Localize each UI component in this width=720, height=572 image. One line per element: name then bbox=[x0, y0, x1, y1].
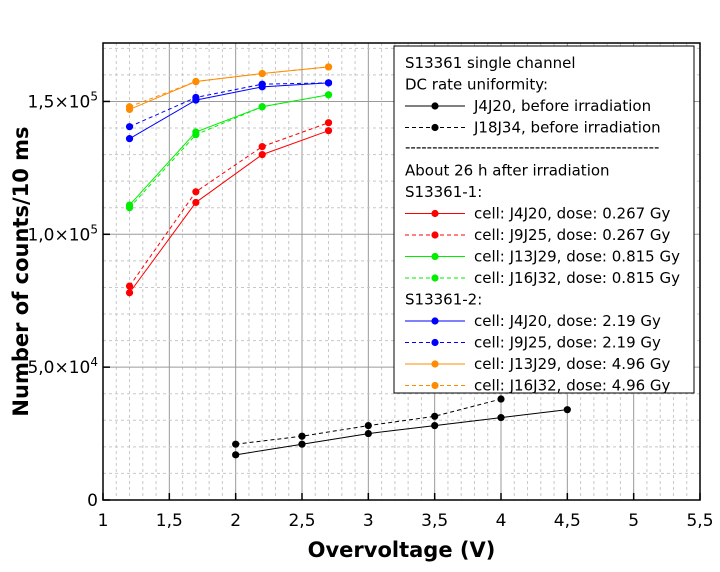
series-line bbox=[129, 94, 329, 209]
x-tick-label: 3,5 bbox=[421, 511, 448, 531]
data-point bbox=[192, 93, 200, 102]
legend: S13361 single channel DC rate uniformity:… bbox=[393, 45, 695, 395]
legend-box bbox=[393, 45, 695, 394]
series-line bbox=[129, 82, 329, 140]
legend-section-label: About 26 h after irradiation bbox=[405, 162, 610, 180]
data-point bbox=[258, 103, 266, 111]
data-point bbox=[125, 135, 134, 143]
data-point bbox=[497, 414, 505, 422]
x-tick-label: 2,5 bbox=[288, 511, 315, 531]
axis-ticks bbox=[102, 100, 701, 501]
x-tick-label: 1,5 bbox=[156, 511, 183, 531]
x-tick-labels: 1 1,5 2 2,5 3 3,5 4 4,5 5 5,5 bbox=[98, 511, 714, 531]
data-point bbox=[192, 198, 200, 207]
legend-title: S13361 single channel bbox=[405, 54, 576, 72]
legend-swatch-marker bbox=[431, 338, 439, 347]
data-point bbox=[192, 188, 200, 196]
legend-swatch-marker bbox=[431, 274, 439, 282]
series bbox=[125, 119, 333, 290]
data-point bbox=[232, 440, 240, 448]
data-point bbox=[298, 432, 306, 440]
data-point bbox=[298, 440, 306, 448]
series-layer bbox=[125, 63, 571, 459]
x-tick-label: 1 bbox=[98, 511, 109, 531]
data-point bbox=[192, 131, 200, 139]
data-point bbox=[364, 429, 372, 438]
series-line bbox=[129, 66, 329, 108]
data-point bbox=[364, 422, 372, 430]
legend-entry-label: cell: J4J20, dose: 0.267 Gy bbox=[474, 205, 671, 223]
legend-swatch-marker bbox=[431, 381, 439, 390]
series-line bbox=[129, 82, 329, 128]
x-tick-label: 2 bbox=[230, 511, 241, 531]
legend-swatch-marker bbox=[431, 123, 439, 132]
legend-group-label: S13361-2: bbox=[405, 291, 482, 309]
data-point bbox=[125, 103, 134, 111]
x-tick-label: 3 bbox=[363, 511, 374, 531]
y-tick-label: 5,0×104 bbox=[27, 355, 98, 378]
series bbox=[125, 127, 333, 297]
x-tick-label: 4,5 bbox=[554, 511, 581, 531]
data-point bbox=[125, 204, 134, 212]
y-tick-label: 0 bbox=[87, 491, 98, 511]
legend-swatch-marker bbox=[431, 102, 439, 110]
legend-entry-label: cell: J16J32, dose: 4.96 Gy bbox=[474, 377, 671, 395]
y-tick-label: 1,5×105 bbox=[27, 89, 98, 112]
legend-separator: ----------------------------------------… bbox=[405, 138, 659, 156]
legend-entry-label: cell: J13J29, dose: 0.815 Gy bbox=[474, 248, 680, 266]
data-point bbox=[324, 63, 333, 71]
legend-title: DC rate uniformity: bbox=[405, 76, 548, 94]
x-tick-label: 5,5 bbox=[686, 511, 713, 531]
data-point bbox=[324, 119, 333, 127]
y-axis-label: Number of counts/10 ms bbox=[9, 126, 33, 416]
data-point bbox=[258, 69, 266, 78]
legend-entry-label: cell: J16J32, dose: 0.815 Gy bbox=[474, 269, 680, 287]
series-line bbox=[129, 130, 329, 294]
data-point bbox=[125, 289, 134, 297]
plot-frame bbox=[102, 42, 701, 501]
data-point bbox=[192, 77, 200, 86]
legend-entry-label: J18J34, before irradiation bbox=[473, 119, 661, 137]
data-point bbox=[324, 91, 333, 99]
series bbox=[125, 63, 333, 111]
x-tick-label: 5 bbox=[628, 511, 639, 531]
legend-swatch-marker bbox=[431, 231, 439, 239]
data-point bbox=[431, 412, 439, 420]
legend-swatch-marker bbox=[431, 209, 439, 218]
series bbox=[125, 79, 333, 131]
data-point bbox=[324, 127, 333, 135]
data-point bbox=[232, 451, 240, 459]
legend-entry-label: cell: J13J29, dose: 4.96 Gy bbox=[474, 355, 671, 373]
y-tick-label: 1,0×105 bbox=[27, 222, 98, 245]
data-point bbox=[324, 79, 333, 87]
x-tick-label: 4 bbox=[496, 511, 507, 531]
data-point bbox=[258, 150, 266, 159]
data-point bbox=[125, 282, 134, 290]
data-point bbox=[258, 143, 266, 151]
series bbox=[232, 406, 571, 459]
series bbox=[125, 91, 333, 212]
legend-swatch-marker bbox=[431, 317, 439, 325]
legend-entry-label: cell: J9J25, dose: 0.267 Gy bbox=[474, 226, 671, 244]
data-point bbox=[431, 422, 439, 430]
legend-entry-label: cell: J4J20, dose: 2.19 Gy bbox=[474, 312, 661, 330]
data-point bbox=[563, 406, 571, 414]
data-point bbox=[497, 395, 505, 403]
legend-group-label: S13361-1: bbox=[405, 183, 482, 201]
series-line bbox=[235, 409, 568, 456]
y-tick-labels: 0 5,0×104 1,0×105 1,5×105 bbox=[27, 89, 98, 511]
legend-swatch-marker bbox=[431, 360, 439, 368]
data-point bbox=[125, 123, 134, 131]
legend-entry-label: J4J20, before irradiation bbox=[473, 97, 651, 115]
legend-entry-label: cell: J9J25, dose: 2.19 Gy bbox=[474, 334, 661, 352]
series bbox=[232, 395, 505, 448]
x-axis-label: Overvoltage (V) bbox=[308, 538, 496, 562]
data-point bbox=[258, 80, 266, 88]
series-line bbox=[129, 122, 329, 287]
legend-swatch-marker bbox=[431, 252, 439, 261]
